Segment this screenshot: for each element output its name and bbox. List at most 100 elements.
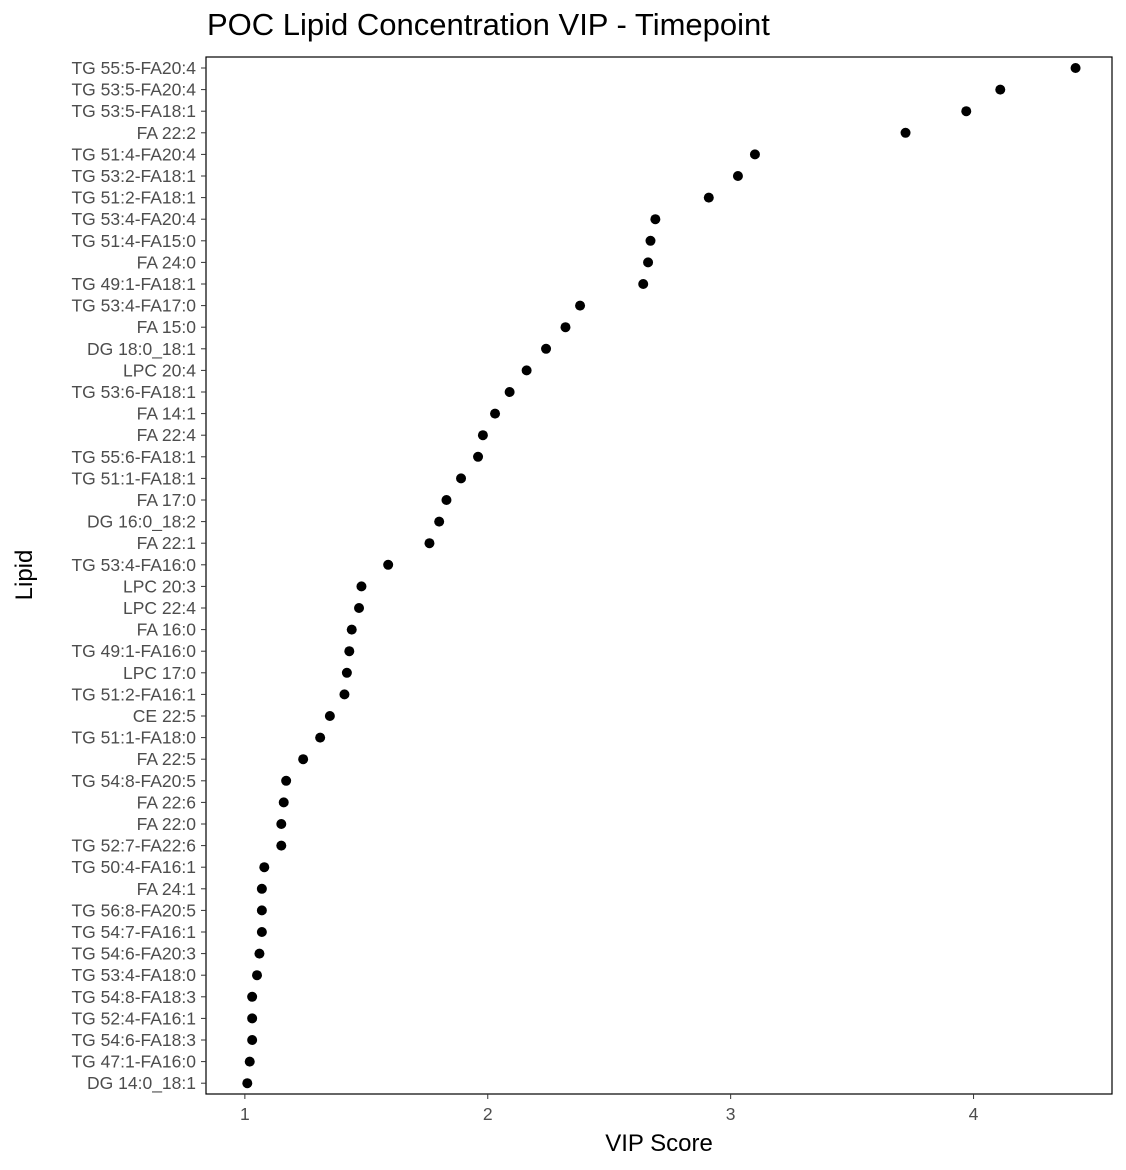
data-point — [276, 819, 287, 829]
x-tick-label: 2 — [483, 1104, 493, 1124]
y-tick-label: TG 49:1-FA18:1 — [71, 274, 196, 294]
y-tick-label: FA 22:5 — [137, 749, 196, 769]
data-point — [521, 365, 532, 376]
data-point — [477, 430, 488, 441]
data-point — [575, 300, 586, 311]
data-point — [638, 279, 649, 289]
y-tick-label: FA 22:0 — [137, 814, 197, 834]
data-point — [256, 927, 267, 937]
data-point — [441, 495, 452, 505]
data-point — [259, 862, 270, 873]
x-axis: 1 2 3 4 — [240, 1094, 979, 1124]
data-point — [256, 905, 267, 916]
y-tick-label: LPC 20:3 — [123, 576, 196, 596]
data-point — [254, 948, 265, 959]
y-tick-label: TG 54:6-FA18:3 — [71, 1030, 196, 1050]
y-tick-label: TG 51:1-FA18:0 — [71, 728, 196, 748]
y-tick-label: TG 49:1-FA16:0 — [71, 641, 196, 661]
data-point — [560, 322, 571, 333]
data-point — [315, 732, 326, 743]
y-tick-label: LPC 17:0 — [123, 663, 196, 683]
y-tick-label: FA 15:0 — [137, 317, 197, 337]
data-point — [256, 883, 267, 894]
y-tick-label: TG 53:5-FA20:4 — [71, 80, 196, 100]
y-tick-label: TG 53:2-FA18:1 — [71, 166, 196, 186]
plot-panel-border — [205, 56, 1113, 1095]
y-tick-label: FA 24:1 — [137, 879, 196, 899]
y-tick-label: TG 53:4-FA20:4 — [71, 209, 196, 229]
data-point — [276, 840, 287, 851]
y-tick-label: TG 54:6-FA20:3 — [71, 944, 196, 964]
y-tick-label: TG 54:7-FA16:1 — [71, 922, 196, 942]
y-tick-label: TG 53:4-FA16:0 — [71, 555, 196, 575]
data-point — [244, 1056, 255, 1067]
data-point — [247, 1035, 258, 1045]
data-point — [344, 646, 355, 657]
data-point — [252, 970, 263, 981]
data-point — [732, 171, 743, 181]
y-tick-label: TG 51:4-FA15:0 — [71, 231, 196, 251]
data-point — [1070, 63, 1081, 73]
data-point — [900, 127, 911, 138]
x-tick-label: 3 — [726, 1104, 736, 1124]
y-tick-label: FA 16:0 — [137, 620, 197, 640]
y-tick-label: TG 53:5-FA18:1 — [71, 101, 196, 121]
y-tick-label: FA 22:6 — [137, 792, 196, 812]
y-tick-label: TG 54:8-FA18:3 — [71, 987, 196, 1007]
y-tick-label: TG 51:4-FA20:4 — [71, 144, 196, 164]
data-point — [650, 214, 661, 225]
y-tick-label: LPC 22:4 — [123, 598, 196, 618]
y-tick-label: TG 53:4-FA18:0 — [71, 965, 196, 985]
y-tick-label: TG 52:7-FA22:6 — [71, 836, 196, 856]
data-point — [456, 473, 467, 484]
y-tick-label: TG 52:4-FA16:1 — [71, 1008, 196, 1028]
data-point — [247, 1013, 258, 1024]
y-tick-label: LPC 20:4 — [123, 360, 196, 380]
data-point — [961, 106, 972, 117]
y-tick-label: TG 47:1-FA16:0 — [71, 1052, 196, 1072]
data-point — [341, 667, 352, 678]
x-tick-label: 4 — [969, 1104, 979, 1124]
plot-area — [205, 56, 1113, 1095]
y-tick-label: TG 56:8-FA20:5 — [71, 900, 196, 920]
y-axis-title: Lipid — [11, 550, 38, 601]
y-axis-tick-labels: TG 55:5-FA20:4TG 53:5-FA20:4TG 53:5-FA18… — [71, 58, 206, 1094]
data-point — [278, 797, 289, 808]
data-point — [703, 192, 714, 203]
data-point — [541, 343, 552, 354]
data-point — [490, 408, 501, 419]
data-point — [324, 711, 335, 721]
data-point — [242, 1078, 253, 1089]
data-point — [424, 538, 435, 549]
y-tick-label: DG 18:0_18:1 — [87, 339, 196, 360]
data-point — [247, 991, 258, 1002]
data-point — [434, 516, 445, 527]
y-tick-label: TG 55:5-FA20:4 — [71, 58, 196, 78]
data-point — [504, 387, 515, 397]
data-point — [298, 754, 309, 765]
x-tick-label: 1 — [240, 1104, 250, 1124]
y-tick-label: TG 54:8-FA20:5 — [71, 771, 196, 791]
y-tick-label: TG 51:2-FA18:1 — [71, 188, 196, 208]
y-tick-label: FA 22:4 — [137, 425, 197, 445]
data-point — [643, 257, 654, 268]
data-point — [339, 689, 350, 700]
data-point — [383, 559, 394, 570]
data-point — [346, 624, 357, 635]
y-tick-label: TG 51:2-FA16:1 — [71, 684, 196, 704]
y-tick-label: TG 53:6-FA18:1 — [71, 382, 196, 402]
data-point — [473, 451, 484, 462]
y-tick-label: DG 16:0_18:2 — [87, 512, 196, 533]
y-tick-label: FA 17:0 — [137, 490, 197, 510]
y-tick-label: TG 55:6-FA18:1 — [71, 447, 196, 467]
y-tick-label: DG 14:0_18:1 — [87, 1073, 196, 1094]
x-axis-title: VIP Score — [605, 1130, 713, 1157]
data-point — [645, 235, 656, 246]
y-tick-label: FA 14:1 — [137, 404, 196, 424]
chart-title: POC Lipid Concentration VIP - Timepoint — [207, 7, 770, 42]
y-tick-label: CE 22:5 — [133, 706, 196, 726]
y-tick-label: TG 50:4-FA16:1 — [71, 857, 196, 877]
data-point — [354, 603, 365, 613]
data-point — [356, 581, 367, 592]
